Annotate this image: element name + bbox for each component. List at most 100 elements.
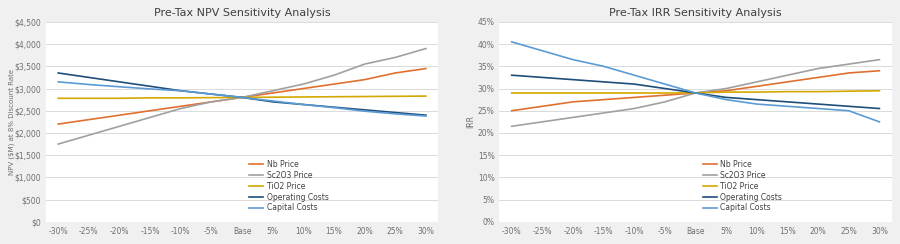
Capital Costs [537,49,548,52]
Capital Costs [690,92,701,94]
Sc2O3 Price [690,92,701,94]
TiO2 Price [237,96,248,99]
TiO2 Price [598,92,609,94]
Operating Costs [176,89,186,92]
Line: Capital Costs: Capital Costs [512,42,879,122]
Nb Price [874,69,885,72]
TiO2 Price [84,97,94,100]
Capital Costs [176,89,186,92]
Capital Costs [813,107,824,110]
Sc2O3 Price [629,107,640,110]
Operating Costs [782,100,793,103]
Operating Costs [84,76,94,79]
Sc2O3 Price [420,47,431,50]
Operating Costs [568,78,579,81]
Operating Costs [114,81,125,83]
Nb Price [690,92,701,94]
Nb Price [507,109,517,112]
Sc2O3 Price [752,81,762,83]
Capital Costs [843,109,854,112]
Capital Costs [782,105,793,108]
Sc2O3 Price [598,112,609,114]
TiO2 Price [298,95,309,98]
Operating Costs [420,114,431,117]
Operating Costs [53,71,64,74]
Title: Pre-Tax NPV Sensitivity Analysis: Pre-Tax NPV Sensitivity Analysis [154,8,330,18]
TiO2 Price [420,95,431,98]
Sc2O3 Price [782,74,793,77]
TiO2 Price [114,97,125,100]
Nb Price [267,92,278,94]
Line: Capital Costs: Capital Costs [58,82,426,116]
Nb Price [782,81,793,83]
TiO2 Price [813,90,824,93]
Sc2O3 Price [843,63,854,66]
TiO2 Price [507,92,517,94]
Operating Costs [359,108,370,111]
Operating Costs [267,100,278,103]
Nb Price [114,114,125,117]
TiO2 Price [690,92,701,94]
Sc2O3 Price [114,125,125,128]
Sc2O3 Price [84,134,94,137]
Sc2O3 Price [237,96,248,99]
Capital Costs [629,74,640,77]
Operating Costs [629,83,640,86]
Capital Costs [420,115,431,118]
Sc2O3 Price [390,56,400,59]
TiO2 Price [843,90,854,93]
Capital Costs [84,83,94,86]
Capital Costs [568,58,579,61]
Operating Costs [843,105,854,108]
TiO2 Price [53,97,64,100]
Capital Costs [660,83,670,86]
Nb Price [813,76,824,79]
Operating Costs [660,87,670,90]
Capital Costs [114,85,125,88]
Operating Costs [537,76,548,79]
Line: TiO2 Price: TiO2 Price [58,96,426,98]
Nb Price [629,96,640,99]
TiO2 Price [206,96,217,99]
TiO2 Price [176,96,186,99]
Nb Price [598,98,609,101]
Sc2O3 Price [206,100,217,103]
Sc2O3 Price [359,63,370,66]
Line: TiO2 Price: TiO2 Price [512,91,879,93]
Capital Costs [298,103,309,106]
Capital Costs [237,96,248,99]
Operating Costs [598,81,609,83]
Nb Price [721,89,732,92]
Operating Costs [390,111,400,114]
Nb Price [568,100,579,103]
Sc2O3 Price [145,116,156,119]
Line: Nb Price: Nb Price [58,69,426,124]
Operating Costs [145,85,156,88]
TiO2 Price [752,91,762,93]
Sc2O3 Price [53,142,64,145]
Nb Price [206,100,217,103]
Capital Costs [145,88,156,91]
Sc2O3 Price [507,125,517,128]
Line: Sc2O3 Price: Sc2O3 Price [58,49,426,144]
Legend: Nb Price, Sc2O3 Price, TiO2 Price, Operating Costs, Capital Costs: Nb Price, Sc2O3 Price, TiO2 Price, Opera… [701,158,784,214]
Operating Costs [237,96,248,99]
Sc2O3 Price [537,120,548,123]
Legend: Nb Price, Sc2O3 Price, TiO2 Price, Operating Costs, Capital Costs: Nb Price, Sc2O3 Price, TiO2 Price, Opera… [248,158,330,214]
Line: Sc2O3 Price: Sc2O3 Price [512,60,879,126]
TiO2 Price [267,96,278,99]
Y-axis label: NPV ($M) at 8% Discount Rate: NPV ($M) at 8% Discount Rate [8,69,14,175]
Nb Price [359,78,370,81]
Capital Costs [507,41,517,43]
Capital Costs [328,106,339,109]
Capital Costs [390,112,400,115]
Nb Price [390,71,400,74]
Nb Price [752,85,762,88]
Y-axis label: IRR: IRR [466,115,475,128]
Capital Costs [53,81,64,83]
Capital Costs [206,93,217,96]
Nb Price [84,118,94,121]
Sc2O3 Price [267,89,278,92]
TiO2 Price [629,92,640,94]
Nb Price [843,71,854,74]
